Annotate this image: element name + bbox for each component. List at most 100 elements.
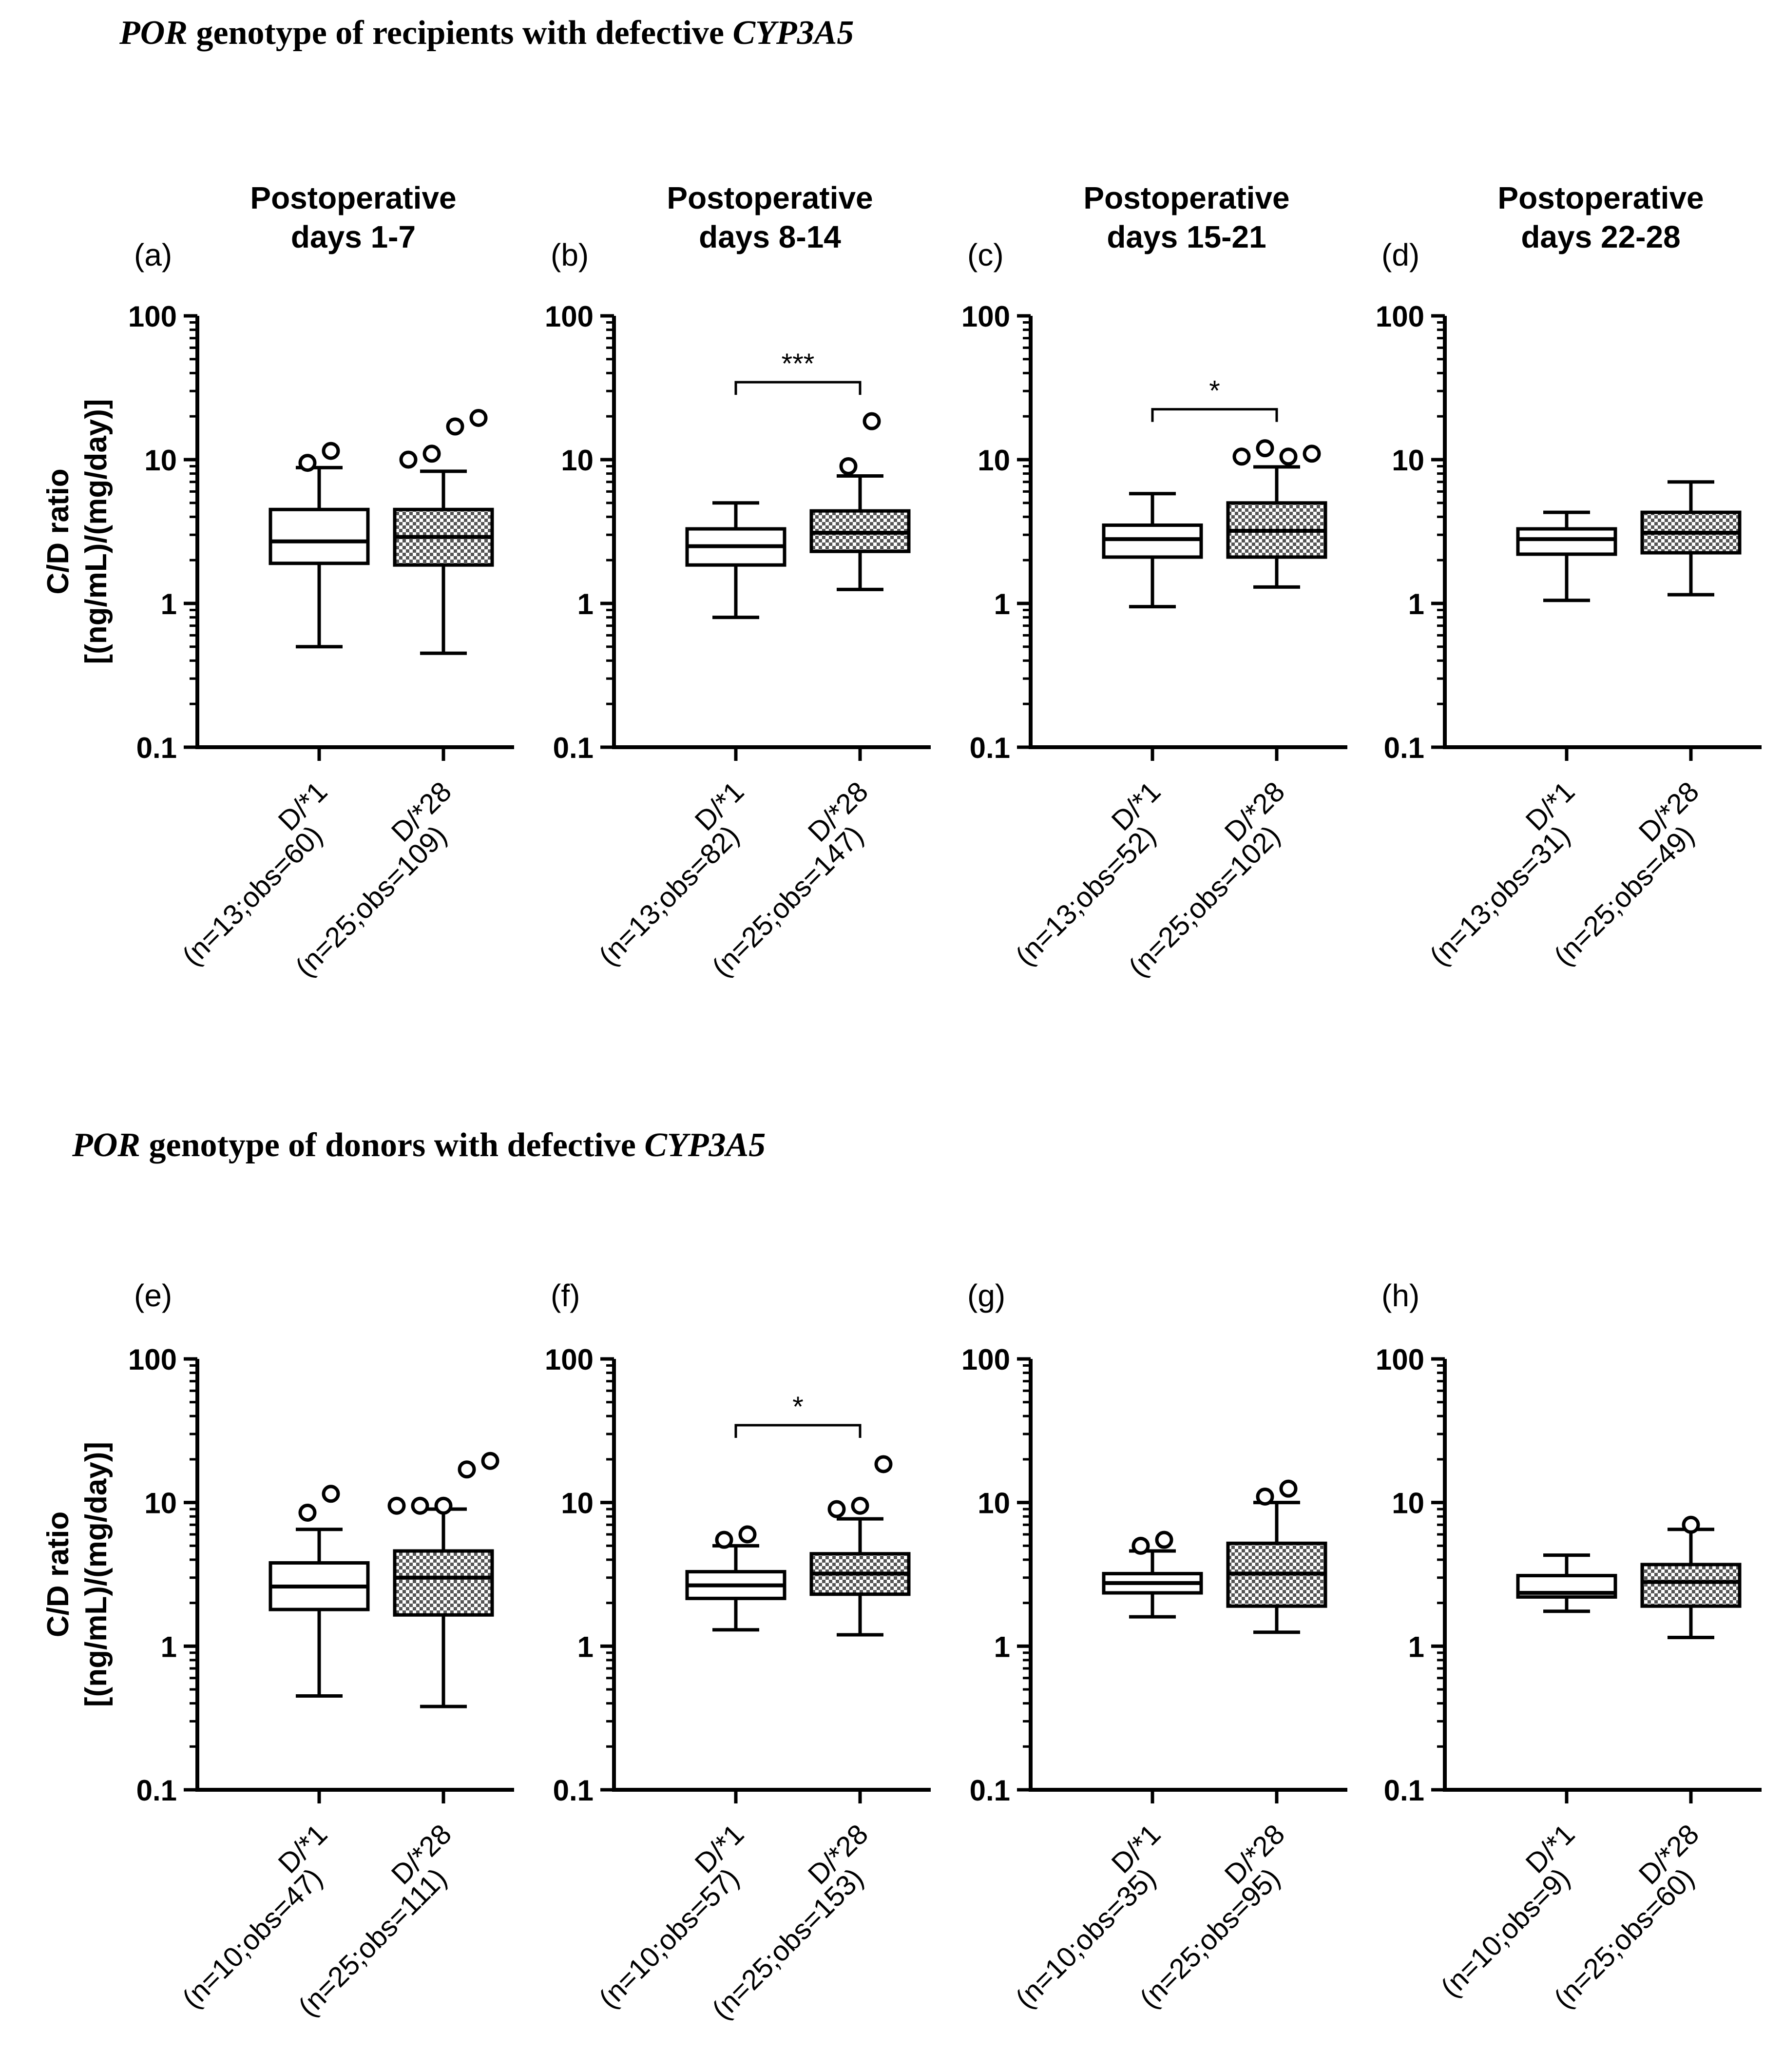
section-title-suffix: CYP3A5 [732,14,854,52]
y-tick-label: 1 [1408,1630,1424,1663]
significance-marker: * [1209,375,1220,407]
outlier-point [458,1460,476,1479]
section-title-recipients: POR genotype of recipients with defectiv… [119,14,854,53]
y-tick-label: 0.1 [136,732,177,764]
panel-title: days 15-21 [1107,219,1266,254]
significance-bracket [734,381,862,395]
outlier-point [863,412,881,430]
y-tick-label: 10 [144,444,177,477]
iqr-box [1640,1563,1742,1608]
y-tick-label: 10 [144,1487,177,1520]
y-tick-label: 0.1 [970,1774,1010,1807]
outlier-point [874,1455,893,1473]
chart-panel: (e)1001010.1D/*1(n=10;obs=47)D/*28(n=25;… [128,1278,514,2023]
iqr-box [268,507,370,565]
outlier-point [322,1485,340,1503]
y-tick-label: 1 [161,1630,177,1663]
outlier-point [399,450,418,469]
y-tick-label: 100 [128,1343,177,1376]
y-axis-title: C/D ratio [(ng/mL)/(mg/day)] [41,399,113,664]
outlier-point [1279,447,1298,466]
y-tick-label: 100 [1376,300,1424,333]
outlier-point [387,1496,406,1515]
y-tick-label: 100 [1376,1343,1424,1376]
outlier-point [827,1500,846,1518]
section-title-prefix: POR [119,14,188,52]
outlier-point [446,417,464,436]
y-tick-label: 10 [978,444,1010,477]
y-tick-label: 0.1 [1384,1774,1424,1807]
outlier-point [298,1503,317,1522]
y-tick-label: 100 [545,1343,594,1376]
outlier-point [1232,447,1251,466]
outlier-point [1256,439,1274,458]
outlier-point [1155,1530,1173,1549]
significance-bracket [734,1424,862,1438]
panel-label: (e) [134,1278,172,1313]
panel-title: days 22-28 [1521,219,1680,254]
outlier-point [322,442,340,460]
outlier-point [1303,445,1321,463]
chart-panel: (g)1001010.1D/*1(n=10;obs=35)D/*28(n=25;… [961,1278,1347,2014]
panel-title: days 8-14 [699,219,841,254]
section-title-prefix: POR [72,1126,140,1164]
panel-title: days 1-7 [291,219,416,254]
y-axis-title-line2: [(ng/mL)/(mg/day)] [79,1442,113,1707]
panel-label: (g) [967,1278,1005,1313]
significance-marker: *** [782,348,815,380]
y-axis-title-line2: [(ng/mL)/(mg/day)] [79,399,113,664]
section-title-middle: genotype of donors with defective [140,1126,645,1164]
y-axis-title: C/D ratio [(ng/mL)/(mg/day)] [41,1442,113,1707]
y-tick-label: 0.1 [136,1774,177,1807]
y-tick-label: 1 [161,588,177,620]
outlier-point [481,1452,499,1470]
y-axis-title-line1: C/D ratio [41,1511,75,1637]
y-tick-label: 10 [1392,1487,1424,1520]
y-tick-label: 0.1 [1384,732,1424,764]
chart-panel: (h)1001010.1D/*1(n=10;obs=9)D/*28(n=25;o… [1376,1278,1762,2014]
panel-title: Postoperative [667,180,873,215]
panel-label: (a) [134,237,172,272]
outlier-point [434,1496,453,1515]
outlier-point [298,454,317,472]
panel-label: (d) [1381,237,1419,272]
outlier-point [1682,1515,1700,1534]
outlier-point [1131,1536,1150,1555]
panel-label: (h) [1381,1278,1419,1313]
panel-label: (f) [551,1278,580,1313]
y-tick-label: 1 [1408,588,1424,620]
significance-bracket [1151,408,1278,422]
panel-title: Postoperative [250,180,456,215]
y-axis-title-line1: C/D ratio [41,468,75,594]
y-tick-label: 1 [577,1630,594,1663]
y-tick-label: 10 [978,1487,1010,1520]
y-tick-label: 10 [561,1487,594,1520]
outlier-point [1279,1479,1298,1498]
iqr-box [393,1549,494,1617]
section-title-suffix: CYP3A5 [644,1126,766,1164]
y-tick-label: 0.1 [970,732,1010,764]
chart-panel: (f)1001010.1D/*1(n=10;obs=57)D/*28(n=25;… [545,1278,931,2026]
panel-title: Postoperative [1497,180,1704,215]
panel-label: (b) [551,237,589,272]
y-tick-label: 100 [545,300,594,333]
y-tick-label: 0.1 [553,732,594,764]
outlier-point [738,1525,757,1544]
y-tick-label: 0.1 [553,1774,594,1807]
outlier-point [1256,1487,1274,1506]
outlier-point [411,1496,429,1515]
outlier-point [469,408,488,427]
x-tick-sublabel: (n=10;obs=9) [1435,1862,1576,2003]
y-tick-label: 1 [994,588,1010,620]
y-tick-label: 1 [994,1630,1010,1663]
outlier-point [422,445,441,463]
iqr-box [1516,527,1617,556]
panel-label: (c) [967,237,1004,272]
y-tick-label: 1 [577,588,594,620]
iqr-box [1102,523,1203,559]
significance-marker: * [792,1391,804,1423]
